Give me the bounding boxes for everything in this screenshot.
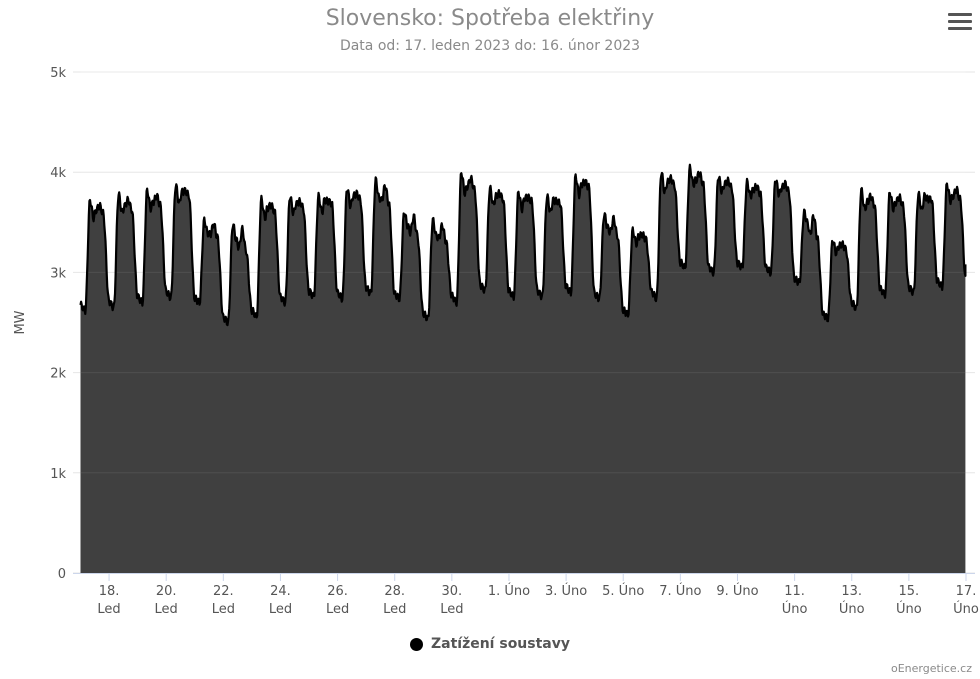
x-tick-label: 24. [270, 584, 291, 599]
x-tick-label: 5. Úno [602, 583, 644, 599]
x-tick-label-line2: Led [212, 602, 235, 617]
series-line [79, 163, 967, 327]
menu-icon-bar [948, 27, 972, 30]
x-tick-label: 22. [213, 584, 234, 599]
x-tick-label: 28. [384, 584, 405, 599]
x-tick-label-line2: Led [155, 602, 178, 617]
menu-icon [948, 13, 972, 16]
y-axis-title: MW [13, 310, 28, 334]
chart-plot: 0 1k 2k 3k 4k 5k MW 18. Led 20. Led 22. Led 24. Led 26.… [13, 66, 979, 617]
x-tick-label: 7. Úno [659, 583, 701, 599]
x-tick-label: 9. Úno [716, 583, 758, 599]
x-tick-label-line2: Led [97, 602, 120, 617]
x-tick-label: 30. [441, 584, 462, 599]
x-tick-label: 26. [327, 584, 348, 599]
menu-icon-bar [948, 20, 972, 23]
legend: Zatížení soustavy [0, 636, 980, 655]
x-tick-label: 1. Úno [488, 583, 530, 599]
y-tick-label: 4k [50, 166, 66, 181]
x-tick-label: 18. [99, 584, 120, 599]
x-tick-label-line2: Úno [839, 601, 865, 617]
x-tick-label-line2: Led [326, 602, 349, 617]
chart-title: Slovensko: Spotřeba elektřiny [325, 6, 655, 31]
x-tick-label-line2: Úno [953, 601, 979, 617]
y-tick-label: 2k [50, 367, 66, 382]
x-tick-label: 17. [956, 584, 977, 599]
y-tick-label: 0 [58, 567, 66, 582]
x-tick-label-line2: Úno [782, 601, 808, 617]
x-tick-label: 3. Úno [545, 583, 587, 599]
x-tick-label-line2: Led [383, 602, 406, 617]
x-tick-label-line2: Led [269, 602, 292, 617]
x-tick-label-line2: Úno [896, 601, 922, 617]
legend-label: Zatížení soustavy [430, 636, 570, 652]
x-tick-label: 11. [784, 584, 805, 599]
context-menu-button[interactable] [948, 13, 972, 35]
credits[interactable]: oEnergetice.cz [890, 662, 972, 675]
series-area [80, 164, 966, 574]
y-tick-label: 1k [50, 467, 66, 482]
x-tick-label-line2: Led [440, 602, 463, 617]
y-tick-label: 5k [50, 66, 66, 81]
y-tick-label: 3k [50, 266, 66, 281]
legend-marker-icon [409, 637, 423, 651]
chart-subtitle: Data od: 17. leden 2023 do: 16. únor 202… [339, 38, 641, 54]
x-tick-label: 13. [841, 584, 862, 599]
x-tick-label: 20. [156, 584, 177, 599]
x-tick-label: 15. [899, 584, 920, 599]
legend-item-zatizeni[interactable]: Zatížení soustavy [409, 636, 570, 652]
